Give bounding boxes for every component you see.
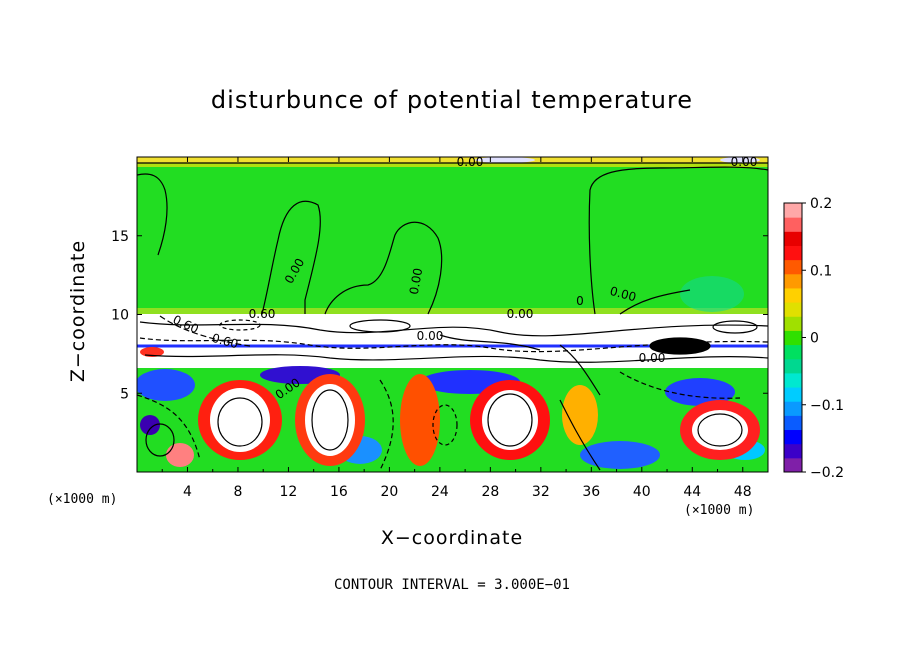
- colorbar-swatch: [784, 415, 802, 431]
- contour-interval-note: CONTOUR INTERVAL = 3.000E−01: [333, 577, 570, 593]
- contour-label: 0.00: [407, 267, 425, 296]
- contour-label: 0.00: [457, 155, 484, 169]
- colorbar-swatch: [784, 259, 802, 275]
- contour-line: [619, 289, 691, 315]
- colorbar-swatch: [784, 203, 802, 218]
- contour-label: 0.00: [608, 284, 637, 304]
- top-white-spot-2: [720, 157, 760, 163]
- colorbar-swatch: [784, 358, 802, 374]
- upper-layer-cool-spot: [680, 276, 744, 312]
- x-tick-label: 8: [233, 484, 242, 500]
- colorbar-swatch: [784, 457, 802, 473]
- colorbar-swatch: [784, 387, 802, 402]
- y-axis-ticks: 5 10 15: [111, 229, 768, 402]
- y-tick-label: 15: [111, 229, 129, 245]
- colorbar-swatch: [784, 316, 802, 331]
- x-tick-label: 16: [330, 484, 348, 500]
- heatmap-field: [137, 157, 768, 472]
- colorbar-swatch: [784, 330, 802, 346]
- colorbar-tick-label: 0.2: [810, 196, 832, 212]
- x-axis-label: X−coordinate: [380, 527, 524, 549]
- contour-line: [261, 200, 321, 315]
- top-white-spot: [475, 157, 535, 163]
- contour-label: 0.00: [731, 155, 758, 169]
- x-tick-label: 12: [280, 484, 298, 500]
- colorbar-swatch: [784, 231, 802, 246]
- lower-layer-warm-blobs: [166, 374, 760, 467]
- contour-label: 0: [576, 294, 584, 308]
- middle-layer-contours: [139, 315, 768, 396]
- colorbar-ticks: 0.2 0.1 0 −0.1 −0.2: [802, 196, 844, 481]
- contour-line: [324, 221, 443, 315]
- colorbar-swatch: [784, 302, 802, 317]
- top-boundary-band: [137, 157, 768, 163]
- x-tick-label: 24: [431, 484, 449, 500]
- y-tick-label: 5: [120, 386, 129, 402]
- lower-layer-contours: [137, 371, 743, 471]
- y-tick-label: 10: [111, 308, 129, 324]
- colorbar-swatch: [784, 443, 802, 459]
- colorbar-swatch: [784, 429, 802, 445]
- colorbar-swatch: [784, 273, 802, 289]
- x-tick-label: 36: [582, 484, 600, 500]
- colorbar-tick-label: 0: [810, 331, 819, 347]
- colorbar-swatch: [784, 217, 802, 232]
- upper-layer: [137, 157, 768, 314]
- x-tick-label: 44: [683, 484, 701, 500]
- x-tick-label: 28: [481, 484, 499, 500]
- chart-title: disturbunce of potential temperature: [210, 86, 694, 114]
- x-axis-ticks: 4 8 12 16 20 24 28 32 36 40 44 48: [161, 157, 752, 500]
- contour-label: 0.00: [639, 351, 666, 365]
- colorbar-tick-label: −0.1: [810, 398, 844, 414]
- contour-label: 0.00: [417, 329, 444, 343]
- colorbar-tick-label: −0.2: [810, 465, 844, 481]
- contour-label: 0.00: [507, 307, 534, 321]
- contour-line: [137, 173, 168, 256]
- x-unit-label-right: (×1000 m): [684, 503, 755, 518]
- layer-boundary-band: [137, 308, 768, 314]
- contour-label: 0.60: [210, 331, 239, 351]
- top-boundary-band-2: [137, 163, 768, 167]
- colorbar-swatch: [784, 245, 802, 261]
- contour-lines: [137, 162, 768, 471]
- colorbar: [783, 202, 803, 473]
- x-tick-label: 40: [633, 484, 651, 500]
- colorbar-swatch: [784, 287, 802, 303]
- colorbar-swatch: [784, 401, 802, 416]
- x-tick-label: 20: [380, 484, 398, 500]
- colorbar-swatch: [784, 344, 802, 360]
- x-tick-label: 48: [734, 484, 752, 500]
- colorbar-swatch: [784, 372, 802, 388]
- x-unit-label-left: (×1000 m): [47, 492, 118, 507]
- x-tick-label: 32: [532, 484, 550, 500]
- x-tick-label: 4: [183, 484, 192, 500]
- colorbar-tick-label: 0.1: [810, 263, 832, 279]
- contour-labels: 0.00 0.000.00 0.000.000.000.60 0.600.600.00…: [171, 155, 758, 402]
- contour-label: 0.60: [249, 307, 276, 321]
- contour-line: [588, 166, 768, 315]
